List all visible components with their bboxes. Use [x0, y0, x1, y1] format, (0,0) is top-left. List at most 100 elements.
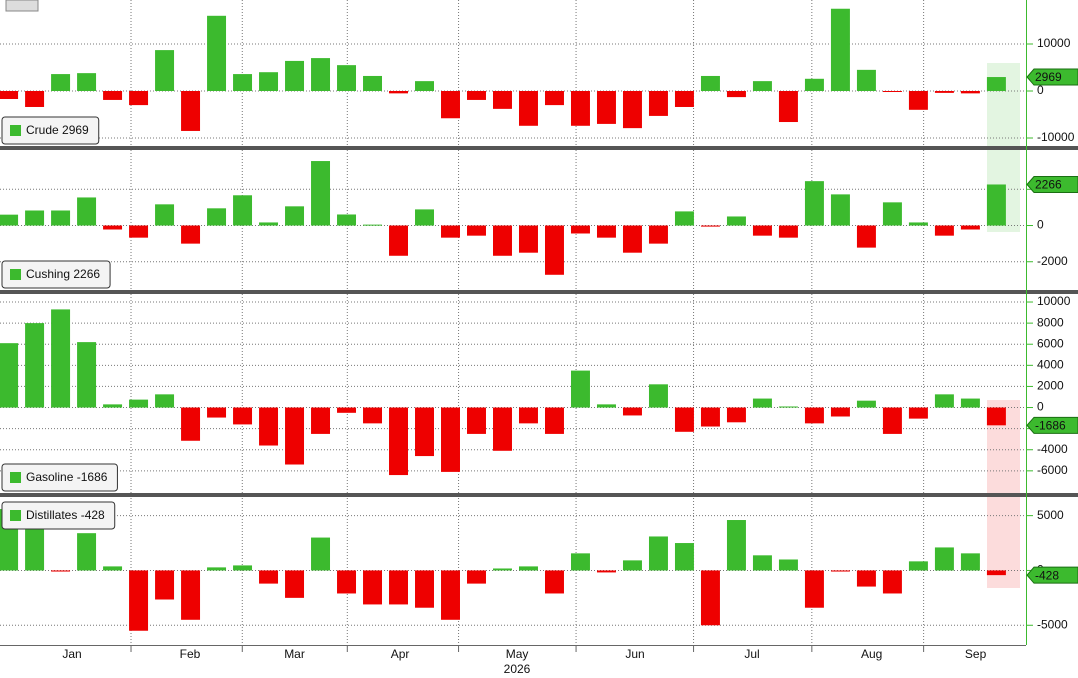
- legend-box: [1, 463, 118, 492]
- legend-name: Gasoline: [26, 470, 74, 484]
- bar: [207, 15, 227, 92]
- bar: [960, 553, 980, 571]
- bar: [441, 225, 460, 238]
- bar: [856, 225, 876, 248]
- bar: [908, 407, 928, 419]
- legend-text: Crude 2969: [26, 123, 89, 137]
- x-tick-label: Mar: [284, 647, 305, 661]
- bar: [129, 570, 149, 631]
- bar: [311, 58, 331, 92]
- bar: [51, 210, 71, 226]
- x-grid: [130, 0, 925, 652]
- value-tag: [1026, 175, 1078, 193]
- bar: [674, 543, 694, 571]
- bar: [441, 407, 460, 472]
- bar: [467, 407, 486, 434]
- bar: [337, 65, 357, 92]
- bar: [363, 75, 383, 92]
- x-tick-label: Feb: [180, 647, 201, 661]
- legend-text: Cushing 2266: [26, 267, 100, 281]
- menu-icon[interactable]: [5, 0, 39, 12]
- bar: [129, 225, 149, 238]
- bar: [986, 184, 1006, 226]
- bar: [493, 91, 512, 109]
- bar: [570, 91, 590, 126]
- y-tick-label: 2000: [1037, 379, 1064, 393]
- y-tick-label: -4000: [1037, 442, 1068, 456]
- legend-name: Cushing: [26, 267, 70, 281]
- separator: [0, 146, 1078, 150]
- bar: [544, 570, 564, 594]
- bar: [648, 384, 668, 408]
- y-tick-label: 0: [1037, 218, 1044, 232]
- y-tick-label: 6000: [1037, 336, 1064, 350]
- bar: [337, 407, 357, 413]
- bar: [830, 407, 850, 417]
- bar: [493, 568, 512, 571]
- bar: [103, 91, 123, 100]
- bar: [337, 214, 357, 226]
- x-tick-label: Jan: [62, 647, 81, 661]
- bar: [259, 407, 279, 446]
- bar: [596, 570, 616, 573]
- year-label: 2026: [504, 662, 531, 676]
- bar: [389, 225, 408, 256]
- bar: [415, 407, 434, 457]
- bar: [155, 204, 175, 226]
- bar: [77, 533, 97, 571]
- bar: [311, 161, 331, 226]
- value-tag: [1026, 566, 1078, 584]
- x-tick-label: Jul: [744, 647, 759, 661]
- bar: [908, 222, 928, 226]
- y-tick-label: -2000: [1037, 254, 1068, 268]
- bar: [726, 407, 746, 423]
- legend-value: 2969: [62, 123, 89, 137]
- bar: [129, 91, 149, 106]
- bar: [908, 91, 928, 110]
- legend-box: [1, 260, 111, 289]
- y-tick-label: 5000: [1037, 508, 1064, 522]
- bar: [752, 555, 772, 571]
- bar: [596, 404, 616, 408]
- bar: [0, 343, 19, 408]
- y-tick-label: -6000: [1037, 463, 1068, 477]
- bar: [986, 570, 1006, 576]
- bar: [155, 50, 175, 92]
- bar: [389, 407, 408, 476]
- bar: [830, 8, 850, 92]
- bar: [311, 407, 331, 434]
- bar: [181, 570, 201, 620]
- bar: [674, 407, 694, 432]
- bar: [674, 211, 694, 226]
- separator: [0, 290, 1078, 294]
- bar: [0, 214, 19, 226]
- bar: [285, 570, 305, 598]
- y-tick-label: 4000: [1037, 357, 1064, 371]
- bar: [752, 398, 772, 408]
- bar: [493, 407, 512, 451]
- bar: [285, 206, 305, 226]
- bar: [467, 91, 486, 100]
- bar: [934, 547, 954, 571]
- bar: [856, 69, 876, 92]
- legend-swatch: [10, 510, 21, 521]
- bar: [0, 91, 19, 99]
- bar: [778, 225, 798, 238]
- bar: [51, 570, 71, 572]
- bar: [700, 570, 720, 626]
- bar: [518, 225, 538, 253]
- bar: [389, 570, 408, 605]
- bar: [363, 224, 383, 226]
- bar: [337, 570, 357, 594]
- bar: [207, 208, 227, 226]
- bar: [778, 91, 798, 123]
- bar: [856, 570, 876, 587]
- bar: [363, 407, 383, 424]
- bar: [934, 225, 954, 236]
- bar: [544, 91, 564, 106]
- bar: [648, 536, 668, 571]
- bar: [544, 407, 564, 434]
- bar: [259, 570, 279, 584]
